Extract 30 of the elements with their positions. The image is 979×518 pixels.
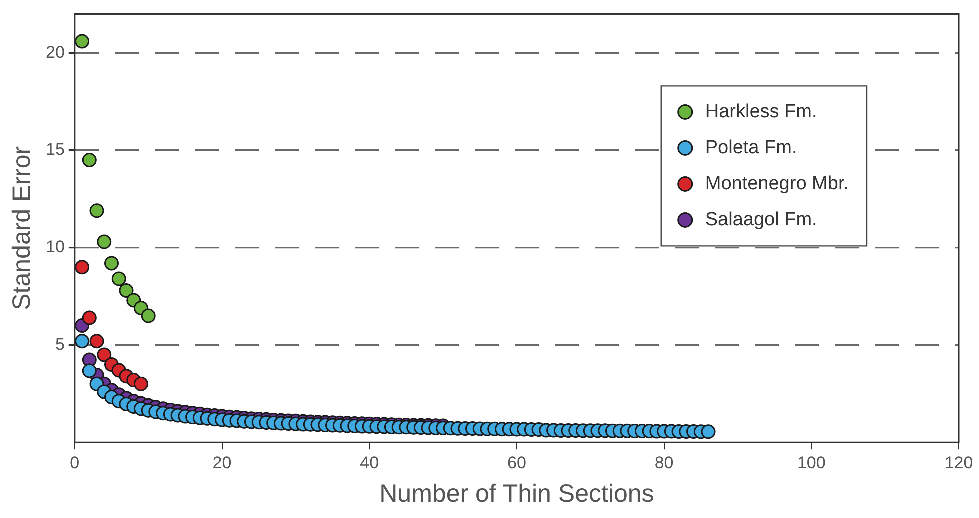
x-tick-label: 80 bbox=[654, 453, 674, 472]
x-tick-label: 100 bbox=[797, 453, 826, 472]
y-tick-label: 20 bbox=[46, 42, 65, 62]
point bbox=[90, 204, 104, 218]
x-axis-title: Number of Thin Sections bbox=[380, 480, 654, 508]
point bbox=[134, 376, 148, 392]
point bbox=[141, 308, 156, 324]
point bbox=[119, 283, 134, 298]
x-tick-label: 120 bbox=[944, 453, 974, 472]
x-tick-label: 0 bbox=[70, 453, 80, 472]
point bbox=[90, 334, 104, 349]
point bbox=[112, 272, 126, 286]
y-axis-title: Standard Error bbox=[8, 146, 36, 310]
y-tick-label: 5 bbox=[55, 334, 65, 354]
x-tick-label: 60 bbox=[507, 453, 526, 472]
legend-label: Montenegro Mbr. bbox=[705, 173, 850, 194]
point bbox=[97, 348, 112, 362]
point bbox=[82, 310, 97, 326]
x-tick-label: 20 bbox=[212, 453, 232, 472]
point bbox=[82, 152, 97, 168]
x-tick-label: 40 bbox=[360, 453, 380, 472]
y-tick-label: 10 bbox=[46, 238, 65, 257]
point bbox=[104, 256, 119, 271]
point bbox=[97, 234, 112, 250]
legend-label: Salaagol Fm. bbox=[705, 209, 818, 230]
legend-label: Poleta Fm. bbox=[705, 137, 798, 158]
legend-label: Harkless Fm. bbox=[705, 101, 818, 122]
point bbox=[75, 260, 90, 275]
y-tick-label: 15 bbox=[46, 140, 65, 160]
point bbox=[75, 34, 90, 49]
